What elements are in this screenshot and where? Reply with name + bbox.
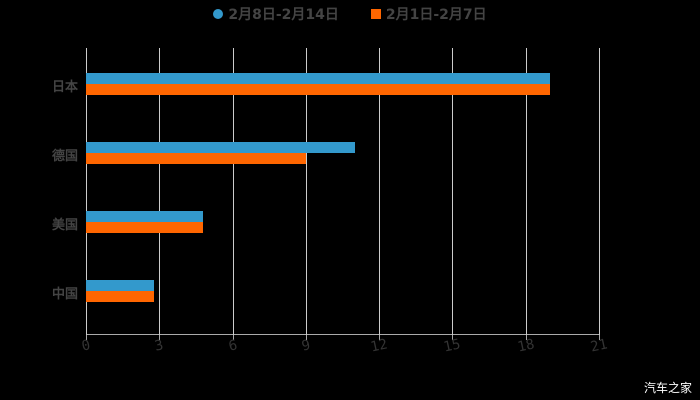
bar[interactable] [86, 280, 155, 291]
axis-tick [599, 335, 600, 340]
gridline [159, 48, 161, 335]
gridline [379, 48, 381, 335]
legend-label: 2月1日-2月7日 [385, 7, 487, 23]
category-label: 中国 [51, 287, 78, 302]
legend-label: 2月8日-2月14日 [228, 7, 339, 23]
category-label: 美国 [51, 218, 78, 233]
legend-square-icon [370, 9, 381, 19]
x-tick-label: 21 [589, 336, 609, 356]
axis-tick [452, 335, 454, 340]
x-tick-label: 3 [153, 337, 166, 355]
bar[interactable] [86, 291, 155, 302]
watermark: 汽车之家 [643, 381, 692, 395]
x-tick-label: 12 [369, 336, 390, 356]
x-tick-label: 18 [515, 336, 536, 356]
bar[interactable] [86, 211, 204, 222]
axis-tick [379, 335, 381, 340]
category-label: 日本 [51, 80, 78, 95]
bar[interactable] [86, 73, 551, 84]
axis-tick [86, 335, 87, 340]
gridline [232, 48, 234, 335]
gridline [525, 48, 527, 335]
category-label: 德国 [51, 149, 78, 164]
x-tick-label: 6 [226, 337, 239, 355]
gridline [86, 48, 87, 335]
gridline [452, 48, 454, 335]
bar[interactable] [86, 142, 355, 153]
gridline [305, 48, 307, 335]
axis-tick [232, 335, 234, 340]
legend-item-week1[interactable]: 2月1日-2月7日 [370, 4, 487, 24]
x-axis [86, 334, 599, 335]
plot-area: 0 3 6 9 12 15 18 21 [80, 48, 609, 356]
x-tick-label: 15 [442, 336, 463, 356]
axis-tick [305, 335, 307, 340]
gridline [599, 48, 600, 335]
axis-tick [159, 335, 161, 340]
axis-tick [525, 335, 527, 340]
legend-circle-icon [213, 9, 224, 19]
chart-legend: 2月8日-2月14日 2月1日-2月7日 [0, 4, 700, 24]
bar[interactable] [86, 84, 551, 95]
bar[interactable] [86, 222, 204, 233]
bar[interactable] [86, 153, 306, 164]
x-tick-label: 9 [300, 337, 312, 355]
legend-item-week2[interactable]: 2月8日-2月14日 [213, 4, 339, 24]
x-tick-label: 0 [80, 337, 92, 355]
